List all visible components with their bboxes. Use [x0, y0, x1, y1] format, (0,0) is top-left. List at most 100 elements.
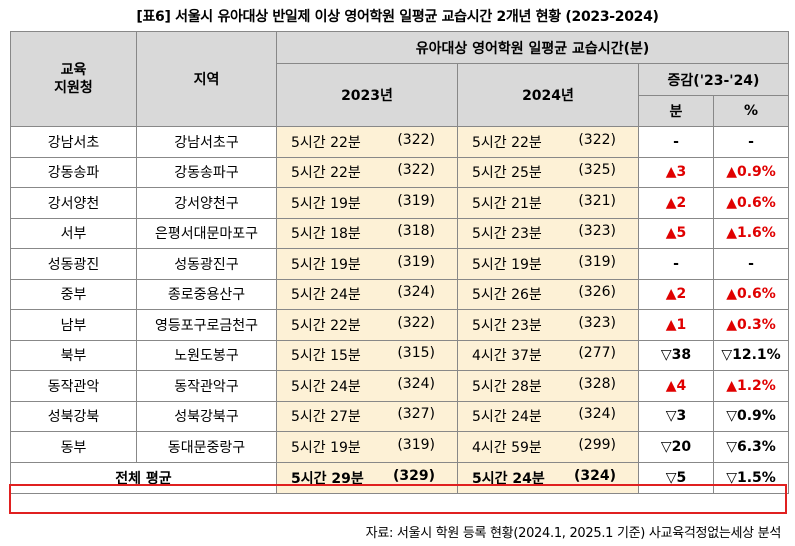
- minutes-2023: (322): [397, 131, 435, 148]
- total-row: 전체 평균 5시간 29분 (329) 5시간 24분 (324) ▽5 ▽1.5%: [10, 461, 789, 494]
- change-min-cell: -: [638, 126, 714, 158]
- total-2024-minutes: (324): [573, 467, 616, 484]
- table-row: 중부 종로중용산구 5시간 24분 (324) 5시간 26분 (326) ▲2 ▲0.6%: [10, 278, 789, 310]
- time-2023: 5시간 19분: [291, 195, 361, 212]
- table-row: 동작관악 동작관악구 5시간 24분 (324) 5시간 28분 (328) ▲4 ▲1.2%: [10, 370, 789, 402]
- header-change-pct: %: [713, 95, 789, 127]
- time-2024-cell: 5시간 23분 (323): [457, 217, 639, 249]
- table-body: 강남서초 강남서초구 5시간 22분 (322) 5시간 22분 (322) - - 강동송파 강…: [10, 126, 789, 463]
- change-min-cell: ▲3: [638, 156, 714, 188]
- time-2023: 5시간 24분: [291, 378, 361, 395]
- minutes-2024: (277): [578, 345, 616, 362]
- time-2023-cell: 5시간 19분 (319): [276, 248, 458, 280]
- region-cell: 강서양천구: [136, 187, 277, 219]
- time-2024: 5시간 24분: [472, 409, 542, 426]
- header-change: 증감('23-'24): [638, 63, 789, 96]
- change-min-cell: ▽38: [638, 339, 714, 371]
- header-region: 지역: [136, 31, 277, 127]
- header-2023: 2023년: [276, 63, 458, 127]
- minutes-2023: (319): [397, 192, 435, 209]
- change-pct-cell: ▽6.3%: [713, 431, 789, 463]
- time-2024: 4시간 37분: [472, 348, 542, 365]
- total-label: 전체 평균: [10, 461, 277, 494]
- office-cell: 중부: [10, 278, 137, 310]
- region-cell: 강동송파구: [136, 156, 277, 188]
- table-row: 동부 동대문중랑구 5시간 19분 (319) 4시간 59분 (299) ▽20 ▽6.3%: [10, 431, 789, 463]
- change-pct-cell: -: [713, 248, 789, 280]
- region-cell: 은평서대문마포구: [136, 217, 277, 249]
- total-2024: 5시간 24분 (324): [457, 461, 639, 494]
- time-2024: 5시간 23분: [472, 226, 542, 243]
- change-pct-cell: ▲1.2%: [713, 370, 789, 402]
- change-pct-cell: ▲0.9%: [713, 156, 789, 188]
- minutes-2023: (324): [397, 284, 435, 301]
- region-cell: 성북강북구: [136, 400, 277, 432]
- change-pct-cell: ▽0.9%: [713, 400, 789, 432]
- time-2024: 4시간 59분: [472, 439, 542, 456]
- time-2023-cell: 5시간 24분 (324): [276, 278, 458, 310]
- total-2023-minutes: (329): [392, 467, 435, 484]
- change-min-cell: ▽20: [638, 431, 714, 463]
- change-min-cell: ▲2: [638, 187, 714, 219]
- minutes-2024: (325): [578, 162, 616, 179]
- minutes-2024: (299): [578, 436, 616, 453]
- region-cell: 동작관악구: [136, 370, 277, 402]
- minutes-2024: (319): [578, 253, 616, 270]
- region-cell: 노원도봉구: [136, 339, 277, 371]
- minutes-2023: (319): [397, 436, 435, 453]
- time-2024-cell: 4시간 59분 (299): [457, 431, 639, 463]
- minutes-2023: (324): [397, 375, 435, 392]
- time-2024: 5시간 21분: [472, 195, 542, 212]
- time-2023-cell: 5시간 19분 (319): [276, 187, 458, 219]
- total-2023: 5시간 29분 (329): [276, 461, 458, 494]
- time-2024-cell: 5시간 19분 (319): [457, 248, 639, 280]
- change-min-cell: ▲1: [638, 309, 714, 341]
- time-2024-cell: 5시간 24분 (324): [457, 400, 639, 432]
- time-2023: 5시간 24분: [291, 287, 361, 304]
- change-pct-cell: ▽12.1%: [713, 339, 789, 371]
- office-cell: 성동광진: [10, 248, 137, 280]
- minutes-2024: (321): [578, 192, 616, 209]
- header-change-min: 분: [638, 95, 714, 127]
- minutes-2024: (324): [578, 406, 616, 423]
- time-2023: 5시간 19분: [291, 256, 361, 273]
- table-row: 강동송파 강동송파구 5시간 22분 (322) 5시간 25분 (325) ▲3 ▲0.9%: [10, 156, 789, 188]
- lesson-time-table: 교육 지원청 지역 유아대상 영어학원 일평균 교습시간(분) 2023년 20…: [10, 31, 789, 494]
- table-row: 남부 영등포구로금천구 5시간 22분 (322) 5시간 23분 (323) ▲1 ▲0.3…: [10, 309, 789, 341]
- minutes-2023: (315): [397, 345, 435, 362]
- minutes-2024: (326): [578, 284, 616, 301]
- table-row: 서부 은평서대문마포구 5시간 18분 (318) 5시간 23분 (323) ▲5 ▲1.6…: [10, 217, 789, 249]
- minutes-2024: (328): [578, 375, 616, 392]
- time-2023-cell: 5시간 18분 (318): [276, 217, 458, 249]
- time-2024: 5시간 23분: [472, 317, 542, 334]
- table-row: 강남서초 강남서초구 5시간 22분 (322) 5시간 22분 (322) - -: [10, 126, 789, 158]
- total-change-min: ▽5: [638, 461, 714, 494]
- total-change-pct: ▽1.5%: [713, 461, 789, 494]
- region-cell: 성동광진구: [136, 248, 277, 280]
- minutes-2023: (327): [397, 406, 435, 423]
- table-row: 북부 노원도봉구 5시간 15분 (315) 4시간 37분 (277) ▽38 ▽12.1%: [10, 339, 789, 371]
- office-cell: 서부: [10, 217, 137, 249]
- change-min-cell: ▲5: [638, 217, 714, 249]
- time-2024: 5시간 25분: [472, 165, 542, 182]
- time-2023-cell: 5시간 24분 (324): [276, 370, 458, 402]
- time-2024-cell: 5시간 21분 (321): [457, 187, 639, 219]
- time-2024-cell: 5시간 28분 (328): [457, 370, 639, 402]
- time-2023-cell: 5시간 19분 (319): [276, 431, 458, 463]
- minutes-2023: (319): [397, 253, 435, 270]
- time-2023: 5시간 27분: [291, 409, 361, 426]
- change-pct-cell: ▲0.6%: [713, 278, 789, 310]
- time-2024: 5시간 22분: [472, 134, 542, 151]
- office-cell: 동부: [10, 431, 137, 463]
- change-pct-cell: ▲0.6%: [713, 187, 789, 219]
- change-pct-cell: -: [713, 126, 789, 158]
- total-2023-time: 5시간 29분: [291, 470, 364, 487]
- total-2024-time: 5시간 24분: [472, 470, 545, 487]
- time-2023: 5시간 15분: [291, 348, 361, 365]
- office-cell: 강남서초: [10, 126, 137, 158]
- time-2024-cell: 5시간 26분 (326): [457, 278, 639, 310]
- region-cell: 동대문중랑구: [136, 431, 277, 463]
- time-2023: 5시간 22분: [291, 165, 361, 182]
- office-cell: 동작관악: [10, 370, 137, 402]
- time-2024-cell: 4시간 37분 (277): [457, 339, 639, 371]
